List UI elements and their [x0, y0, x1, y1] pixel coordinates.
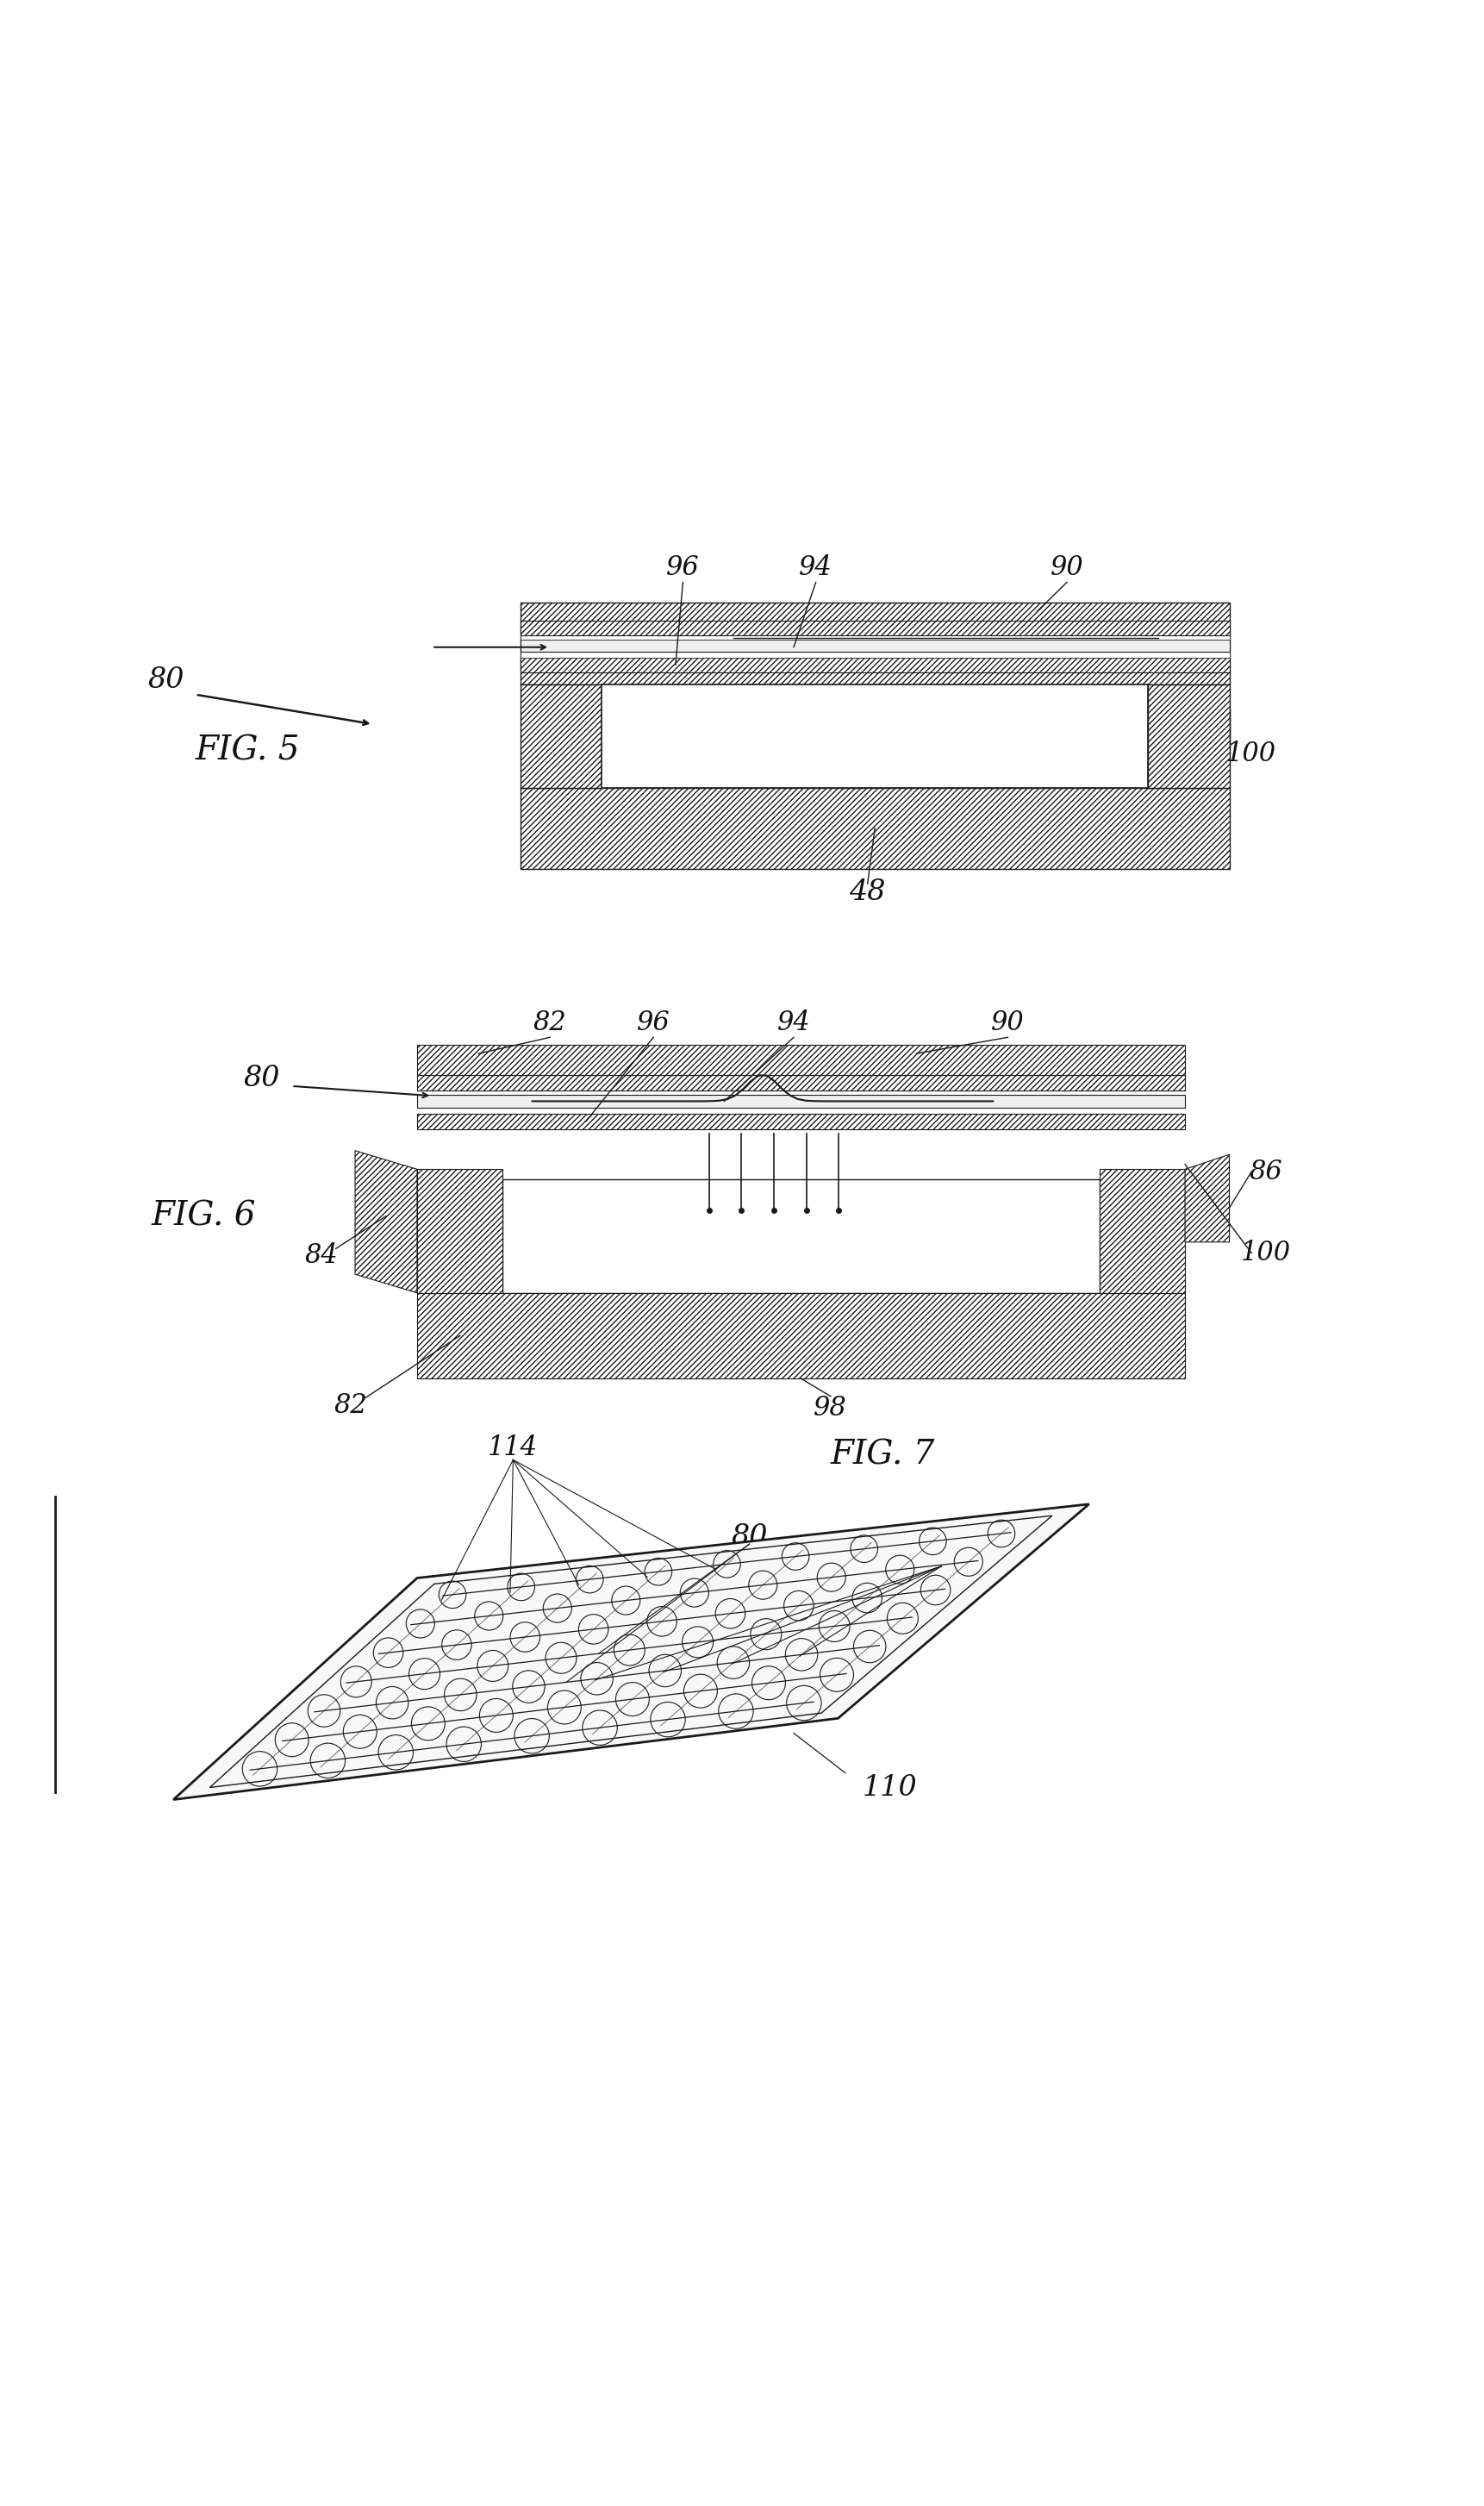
Text: 98: 98 [813, 1396, 847, 1421]
Text: 86: 86 [1250, 1158, 1284, 1185]
Text: 96: 96 [637, 1010, 671, 1035]
Text: 96: 96 [666, 554, 699, 581]
Text: 82: 82 [533, 1010, 567, 1035]
Bar [417, 1113, 1186, 1130]
Text: 82: 82 [334, 1391, 368, 1418]
Polygon shape [355, 1150, 417, 1293]
Polygon shape [1186, 1155, 1229, 1243]
Text: FIG. 5: FIG. 5 [196, 734, 300, 767]
Text: 100: 100 [1226, 739, 1276, 767]
Text: 112: 112 [916, 1556, 966, 1584]
Bar [417, 1075, 1186, 1090]
Bar [601, 684, 1149, 787]
Bar [521, 684, 601, 787]
Bar [417, 1170, 503, 1293]
Bar [417, 1045, 1186, 1075]
Bar [1100, 1170, 1186, 1293]
Text: 110: 110 [862, 1774, 917, 1802]
Text: 90: 90 [991, 1010, 1024, 1035]
Bar [521, 639, 1229, 652]
Bar [521, 787, 1229, 870]
Bar [521, 652, 1229, 657]
Text: 48: 48 [849, 880, 886, 907]
Bar [521, 657, 1229, 672]
Polygon shape [174, 1504, 1089, 1799]
Bar [521, 604, 1229, 684]
Bar [417, 1293, 1186, 1378]
Text: 84: 84 [304, 1243, 338, 1271]
Text: 100: 100 [1241, 1240, 1291, 1266]
Text: 90: 90 [1051, 554, 1083, 581]
Bar [521, 637, 1229, 639]
Text: 94: 94 [778, 1010, 810, 1035]
Bar [521, 621, 1229, 637]
Bar [417, 1095, 1186, 1108]
Bar [503, 1180, 1100, 1293]
Text: FIG. 7: FIG. 7 [831, 1438, 935, 1471]
Text: 114: 114 [488, 1433, 539, 1461]
Text: 94: 94 [800, 554, 833, 581]
Text: 80: 80 [243, 1065, 280, 1093]
Text: 80: 80 [148, 667, 184, 694]
Text: FIG. 6: FIG. 6 [151, 1200, 255, 1233]
Text: 80: 80 [732, 1524, 767, 1551]
Bar [1149, 684, 1229, 787]
